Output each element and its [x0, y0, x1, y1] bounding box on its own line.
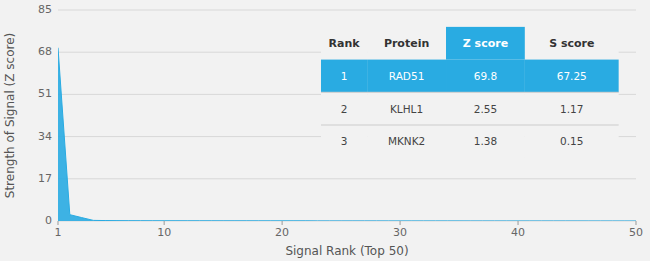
table-text: KLHL1 [390, 103, 423, 115]
table-text: 1.38 [474, 135, 497, 147]
table-cell [525, 125, 619, 158]
table: Rank Protein Z score S score 1 RAD51 69.8 67.25… [321, 27, 619, 158]
table-header: Protein [384, 37, 429, 50]
table-cell [367, 92, 446, 125]
table-cell [367, 27, 446, 60]
x-tick-label: 10 [157, 226, 171, 239]
grid-line [58, 178, 636, 179]
x-tick [400, 221, 401, 225]
table-cell [367, 125, 446, 158]
table-header: S score [549, 37, 594, 50]
area [58, 48, 636, 221]
y-tick-label: 85 [38, 3, 52, 16]
table-text: 1 [341, 70, 348, 82]
y-axis-label: Strength of Signal (Z score) [3, 33, 17, 198]
table-header: Rank [329, 37, 361, 50]
table-cell [446, 27, 525, 60]
table-text: 2.55 [474, 103, 497, 115]
x-tick-label: 50 [629, 226, 643, 239]
x-tick [58, 221, 59, 225]
x-tick [282, 221, 283, 225]
x-tick [518, 221, 519, 225]
table-divider [321, 92, 619, 93]
table-divider [321, 124, 619, 125]
table-cell [446, 60, 525, 93]
y-tick-label: 0 [45, 214, 52, 227]
x-axis-label: Signal Rank (Top 50) [285, 244, 408, 258]
table-cell [525, 60, 619, 93]
table-cell [446, 92, 525, 125]
y-tick-label: 34 [38, 130, 52, 143]
table-text: MKNK2 [388, 135, 425, 147]
y-tick-label: 17 [38, 172, 52, 185]
table-text: 67.25 [557, 70, 587, 82]
x-tick-label: 20 [275, 226, 289, 239]
table-text: 2 [341, 103, 348, 115]
x-tick [164, 221, 165, 225]
table-cell [321, 60, 367, 93]
table-cell [321, 92, 367, 125]
line [58, 48, 636, 221]
table-cell [367, 60, 446, 93]
plot-area [58, 48, 636, 221]
table-cell [321, 125, 367, 158]
table-text: 69.8 [474, 70, 497, 82]
table-cell [321, 27, 367, 60]
table-cell [525, 27, 619, 60]
x-tick [636, 221, 637, 225]
chart: 0 17 34 51 68 85 1 10 20 30 40 50 Signal Rank (Top 5… [0, 0, 650, 261]
background [0, 0, 650, 261]
table-text: 0.15 [560, 135, 583, 147]
table-cell [446, 125, 525, 158]
x-tick-label: 40 [511, 226, 525, 239]
table-text: 3 [341, 135, 348, 147]
table-header: Z score [463, 37, 508, 50]
y-tick-label: 68 [38, 45, 52, 58]
x-tick-label: 30 [393, 226, 407, 239]
table-text: RAD51 [389, 70, 425, 82]
table-cell [525, 92, 619, 125]
y-tick-label: 51 [38, 87, 52, 100]
table-text: 1.17 [560, 103, 583, 115]
x-tick-label: 1 [55, 226, 62, 239]
grid-line [58, 10, 636, 11]
